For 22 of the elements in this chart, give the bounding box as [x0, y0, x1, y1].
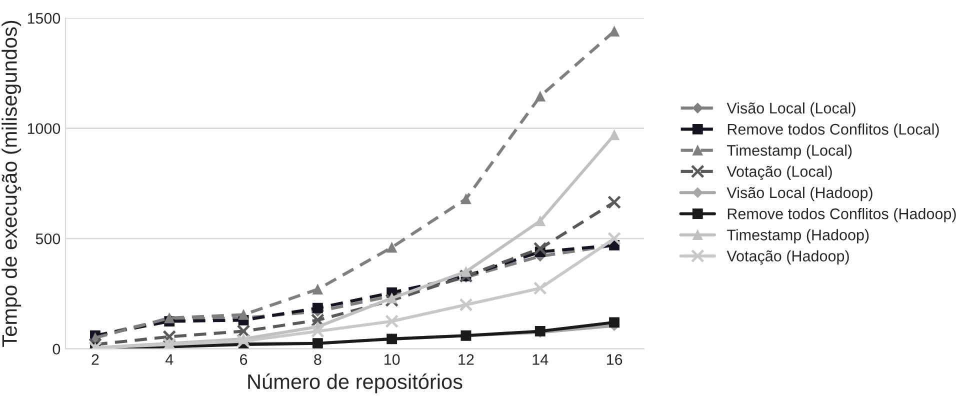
- y-tick-label: 1000: [28, 123, 60, 134]
- x-tick-label: 16: [606, 354, 622, 365]
- y-tick-label: 1500: [28, 12, 60, 24]
- legend-label: Visão Local (Local): [726, 102, 856, 117]
- x-tick-label: 12: [458, 354, 474, 365]
- legend-label: Timestamp (Hadoop): [727, 229, 869, 244]
- legend-label: Remove todos Conflitos (Hadoop): [728, 208, 956, 222]
- legend-label: Timestamp (Local): [727, 144, 852, 159]
- legend-label: Votação (Local): [726, 166, 832, 180]
- x-tick-label: 10: [384, 354, 400, 365]
- x-tick-label: 2: [92, 354, 99, 365]
- x-axis-title: Número de repositórios: [248, 374, 462, 394]
- y-axis-title: Tempo de execução (milisegundos): [2, 20, 22, 347]
- y-tick-label: 0: [52, 344, 60, 355]
- x-tick-label: 4: [165, 354, 174, 365]
- y-tick-label: 500: [36, 233, 60, 244]
- legend-label: Visão Local (Hadoop): [726, 186, 872, 202]
- x-tick-label: 8: [314, 354, 322, 365]
- x-tick-label: 14: [532, 354, 548, 365]
- x-tick-label: 6: [240, 354, 248, 365]
- legend-label: Remove todos Conflitos (Local): [728, 123, 939, 138]
- legend-label: Votação (Hadoop): [726, 250, 849, 265]
